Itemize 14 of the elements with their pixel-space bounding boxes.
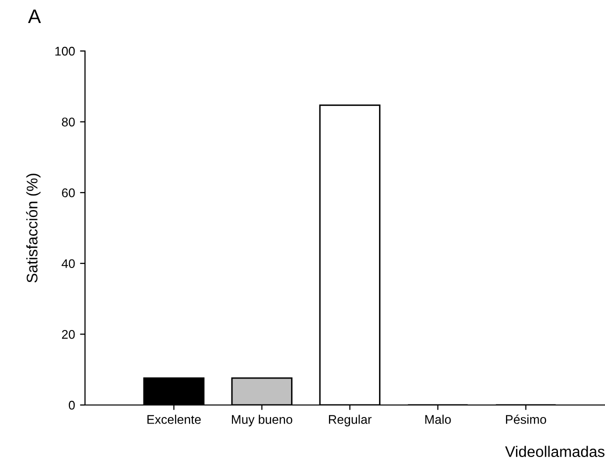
y-axis-title: Satisfacción (%) bbox=[26, 174, 41, 282]
y-tick-label: 0 bbox=[68, 400, 75, 410]
x-tick-label: Regular bbox=[328, 414, 372, 426]
y-tick-label: 60 bbox=[62, 188, 75, 198]
x-tick-label: Malo bbox=[425, 414, 451, 424]
chart-title: A bbox=[28, 10, 41, 24]
x-tick-label: Excelente bbox=[147, 414, 201, 424]
y-tick-label: 20 bbox=[62, 330, 75, 339]
y-tick-label: 100 bbox=[55, 46, 75, 56]
y-tick-label: 80 bbox=[62, 118, 75, 126]
y-tick-label: 40 bbox=[62, 259, 75, 268]
x-tick-label: Pésimo bbox=[506, 414, 546, 424]
x-tick-label: Muy bueno bbox=[232, 414, 292, 426]
x-axis-title: Videollamadas bbox=[505, 446, 604, 458]
